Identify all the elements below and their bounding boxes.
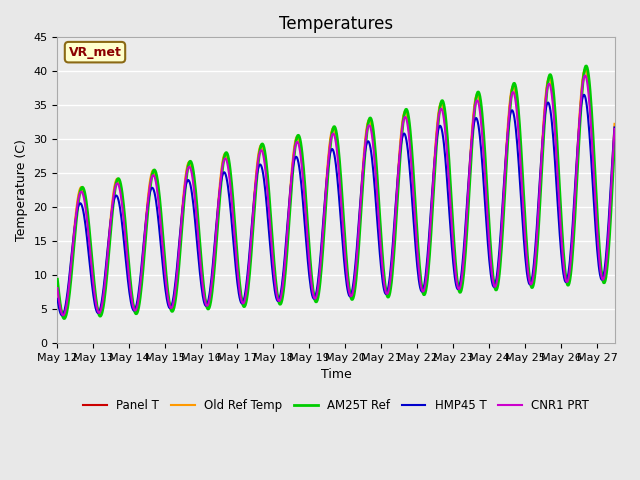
Legend: Panel T, Old Ref Temp, AM25T Ref, HMP45 T, CNR1 PRT: Panel T, Old Ref Temp, AM25T Ref, HMP45 … (79, 395, 594, 417)
Y-axis label: Temperature (C): Temperature (C) (15, 139, 28, 241)
Title: Temperatures: Temperatures (279, 15, 394, 33)
X-axis label: Time: Time (321, 368, 352, 381)
Text: VR_met: VR_met (68, 46, 122, 59)
